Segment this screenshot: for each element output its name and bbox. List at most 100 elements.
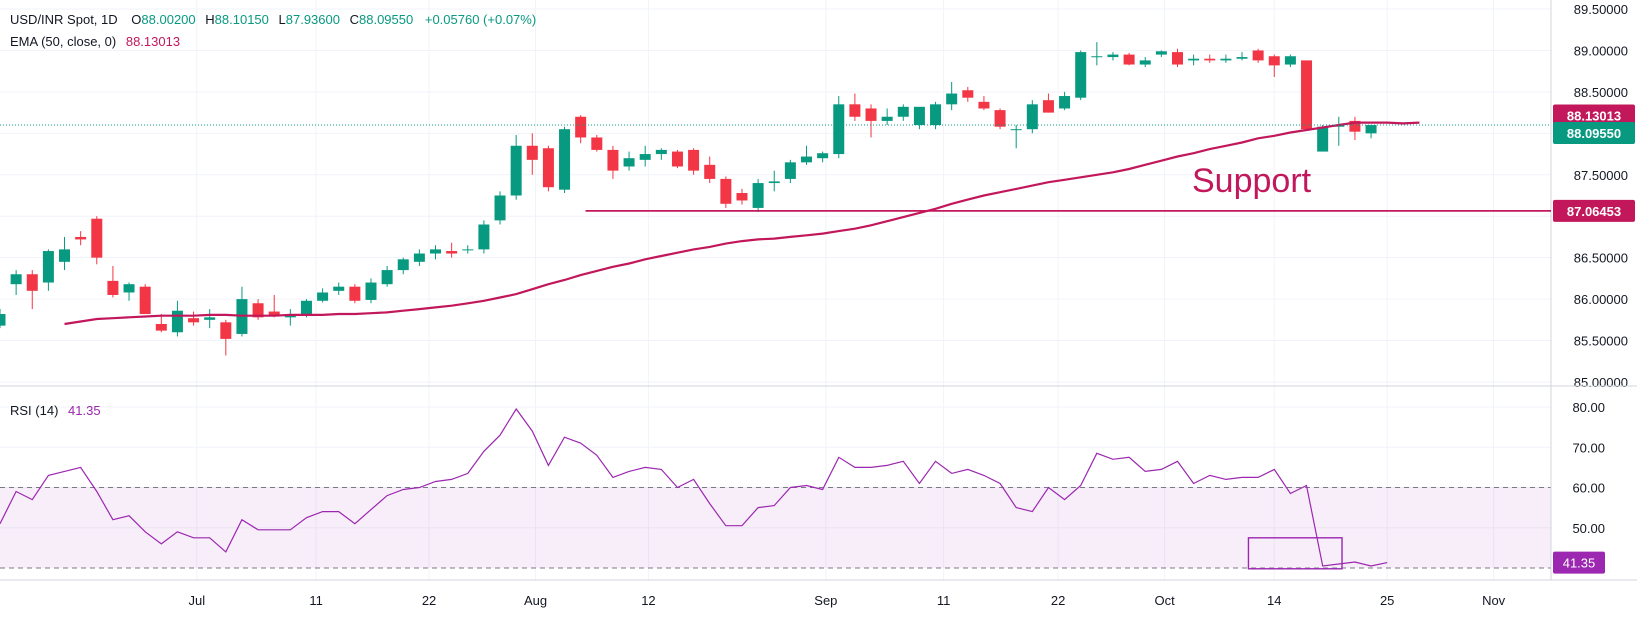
candle-body [704,164,716,179]
low-value: 87.93600 [285,12,340,27]
candle-body [107,280,119,295]
candle-body [1317,126,1329,152]
high-value: 88.10150 [214,12,269,27]
candle-body [720,178,732,204]
candle-body [1349,120,1361,132]
symbol-title: USD/INR Spot, 1D [10,12,118,27]
candle-body [639,154,651,160]
x-tick-label: Aug [524,593,547,608]
price-tick-label: 85.50000 [1574,334,1628,349]
candle-body [671,151,683,167]
candle-body [478,224,490,250]
x-tick-label: 25 [1380,593,1394,608]
candle-body [1059,96,1071,109]
candle-body [171,310,183,333]
price-tick-label: 87.50000 [1574,168,1628,183]
candle-body [1268,56,1280,66]
candle-body [139,286,151,315]
candle-body [413,253,425,262]
candle-body [75,236,87,240]
support-annotation: Support [1192,162,1312,200]
price-tick-label: 85.00000 [1574,375,1628,390]
rsi-tick-label: 70.00 [1572,440,1605,455]
candle-body [897,106,909,117]
candle-body [188,318,200,323]
rsi-line [0,407,1388,567]
candle-body [833,104,845,155]
candle-body [365,282,377,300]
ema-label: EMA (50, close, 0) [10,34,117,49]
x-tick-label: 14 [1267,593,1281,608]
x-tick-label: 22 [1051,593,1065,608]
candle-body [865,108,877,121]
rsi-legend: RSI (14) 41.35 [10,403,101,418]
candle-body [26,274,38,291]
open-label: O [131,12,142,27]
candle-body [1284,56,1296,65]
candle-body [752,183,764,208]
candle-body [349,286,361,301]
rsi-badge-bg [1553,551,1605,574]
candle-body [300,300,312,316]
candle-body [1188,58,1200,61]
candle-body [736,193,748,201]
candle-body [252,303,264,318]
candle-body [397,259,409,271]
candle-body [1075,52,1087,98]
x-tick-label: Oct [1154,593,1175,608]
x-tick-label: Nov [1482,593,1506,608]
candle-body [688,149,700,171]
candle-body [1301,60,1313,130]
candles [0,42,1377,356]
candle-body [946,93,958,105]
rsi-tick-label: 60.00 [1572,481,1605,496]
x-tick-label: Jul [188,593,205,608]
candle-body [591,137,603,150]
support-price-badge: 87.06453 [1567,204,1621,219]
candle-body [962,90,974,98]
x-tick-label: 22 [422,593,436,608]
rsi-label: RSI (14) [10,403,59,418]
x-tick-label: 11 [309,593,323,608]
rsi-badge: 41.35 [1563,556,1596,571]
candle-body [1091,56,1103,58]
candle-body [155,323,167,331]
candle-body [526,145,538,160]
candle-body [1236,57,1248,59]
candle-body [1220,58,1232,61]
candle-body [1107,54,1119,58]
rsi-tick-label: 50.00 [1572,521,1605,536]
candle-body [849,104,861,117]
candle-body [268,311,280,316]
close-label: C [349,12,359,27]
high-label: H [205,12,215,27]
candle-body [333,286,345,291]
candle-body [430,249,442,254]
candle-body [510,145,522,196]
rsi-band [0,487,1551,569]
candle-body [559,129,571,190]
candle-body [381,270,393,285]
candle-body [317,292,329,301]
candle-body [575,116,587,138]
support-price-badge-bg [1553,199,1635,222]
ema-price-badge: 88.13013 [1567,109,1621,124]
open-value: 88.00200 [141,12,196,27]
price-legend: USD/INR Spot, 1D O88.00200 H88.10150 L87… [10,12,536,27]
candle-body [655,149,667,155]
change-value: +0.05760 (+0.07%) [424,12,537,27]
x-tick-label: Sep [814,593,837,608]
overlays: 88.13013 88.09550 87.06453 41.35 [0,104,1635,574]
price-tick-label: 88.50000 [1574,85,1628,100]
candle-body [1042,100,1054,113]
candle-body [1155,51,1167,55]
candle-body [607,149,619,171]
candle-body [978,101,990,109]
rsi-band-fill [0,487,1551,568]
candle-body [930,104,942,126]
low-label: L [278,12,286,27]
ema-value: 88.13013 [125,34,181,49]
candle-body [10,274,22,285]
ema-legend: EMA (50, close, 0) 88.13013 [10,34,180,49]
